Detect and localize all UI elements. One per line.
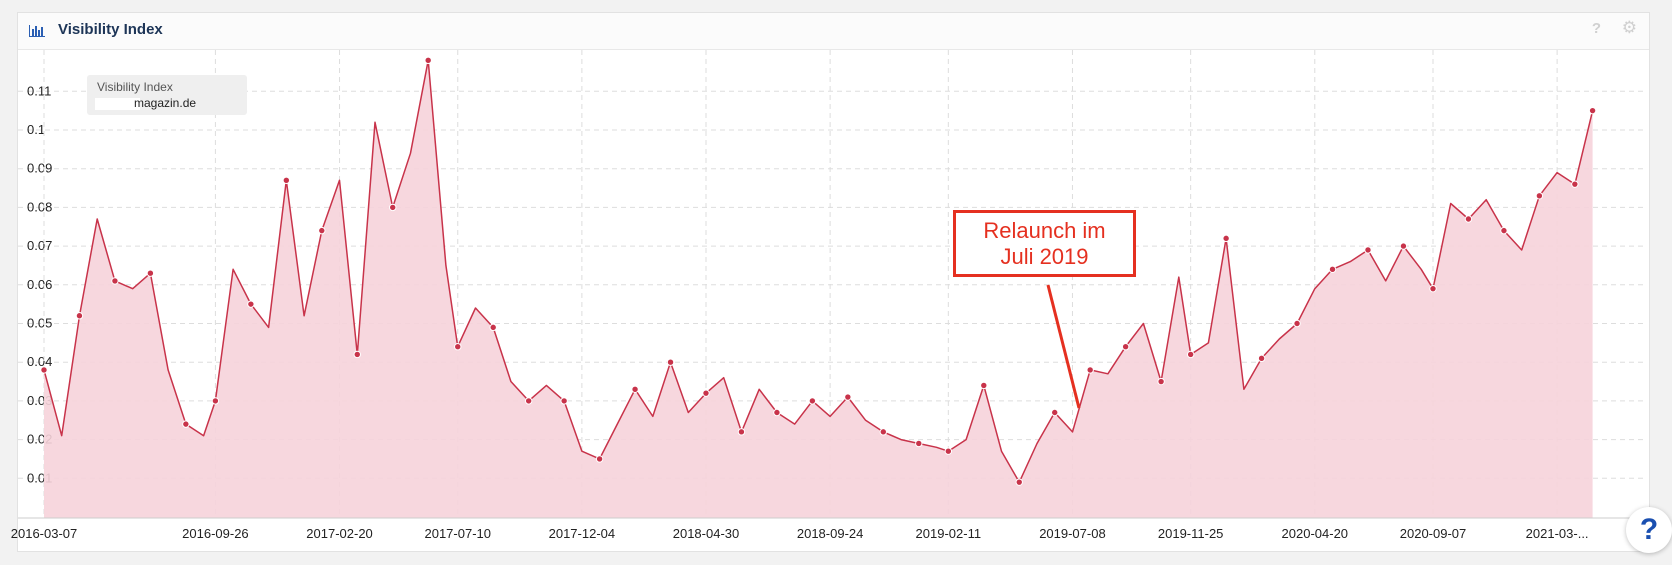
help-icon[interactable]: ? <box>1591 20 1601 37</box>
data-point <box>1051 408 1059 417</box>
x-tick-label: 2020-04-20 <box>1282 526 1349 541</box>
x-tick-label: 2021-03-... <box>1526 526 1589 541</box>
data-point <box>1399 242 1408 250</box>
data-point <box>1500 226 1508 235</box>
chart-legend: Visibility Index magazin.de <box>87 75 247 115</box>
data-point <box>1222 234 1230 243</box>
data-point <box>111 277 119 285</box>
x-tick-label: 2018-04-30 <box>673 526 740 541</box>
data-point <box>1015 478 1023 486</box>
data-point <box>773 408 781 417</box>
y-tick-label: 0.1 <box>27 122 45 137</box>
data-point <box>737 428 746 436</box>
data-point <box>702 389 710 397</box>
y-tick-label: 0.04 <box>27 354 52 369</box>
data-point <box>424 56 432 65</box>
x-tick-label: 2019-11-25 <box>1158 526 1224 541</box>
series-area <box>44 60 1593 518</box>
data-point <box>1293 319 1301 328</box>
annotation-line-2: Juli 2019 <box>1000 244 1089 269</box>
annotation-line-1: Relaunch im <box>983 218 1106 243</box>
data-point <box>524 397 533 405</box>
legend-title: Visibility Index <box>97 80 173 94</box>
data-point <box>1429 284 1437 293</box>
data-point <box>1157 377 1165 386</box>
data-point <box>454 343 462 351</box>
y-tick-label: 0.11 <box>27 83 51 98</box>
data-point <box>560 397 568 405</box>
data-point <box>844 393 852 401</box>
data-point <box>595 455 604 463</box>
card-title: Visibility Index <box>58 21 163 38</box>
card-header: Visibility Index ? ⚙ <box>18 13 1649 50</box>
data-point <box>489 323 497 332</box>
data-point <box>1464 215 1473 223</box>
legend-domain: magazin.de <box>134 96 197 110</box>
data-point <box>631 385 639 393</box>
data-point <box>75 312 84 320</box>
y-tick-label: 0.06 <box>27 277 52 292</box>
data-point <box>1588 106 1597 115</box>
data-point <box>1257 354 1266 363</box>
y-tick-label: 0.05 <box>27 316 52 331</box>
y-tick-label: 0.07 <box>27 238 52 253</box>
x-tick-label: 2018-09-24 <box>797 526 864 541</box>
data-point <box>211 397 220 405</box>
data-point <box>353 350 361 359</box>
y-tick-label: 0.08 <box>27 199 52 214</box>
data-point <box>146 269 155 277</box>
x-tick-label: 2019-02-11 <box>916 526 982 541</box>
data-point <box>1535 192 1544 200</box>
data-point <box>944 447 953 455</box>
data-point <box>1186 350 1195 359</box>
data-point <box>182 420 190 428</box>
data-point <box>1364 246 1372 254</box>
data-point <box>282 176 291 185</box>
data-point <box>1121 343 1130 351</box>
data-point <box>1328 265 1337 274</box>
x-tick-label: 2020-09-07 <box>1400 526 1467 541</box>
data-point <box>808 397 817 405</box>
y-tick-label: 0.09 <box>27 161 52 176</box>
x-tick-label: 2016-03-07 <box>11 526 78 541</box>
data-point <box>1086 366 1094 374</box>
bar-chart-icon <box>29 25 45 37</box>
x-tick-label: 2017-12-04 <box>549 526 616 541</box>
data-point <box>915 439 923 448</box>
gear-icon[interactable]: ⚙ <box>1621 18 1637 37</box>
data-point <box>1571 180 1579 188</box>
annotation-pointer <box>1046 284 1081 409</box>
data-point <box>389 203 397 212</box>
data-point <box>247 300 255 308</box>
data-point <box>318 226 326 235</box>
data-point <box>666 358 675 366</box>
data-point <box>40 366 48 374</box>
x-tick-label: 2019-07-08 <box>1039 526 1106 541</box>
x-tick-label: 2017-07-10 <box>424 526 491 541</box>
help-fab-button[interactable]: ? <box>1626 507 1672 553</box>
data-point <box>879 428 888 436</box>
data-point <box>980 381 988 390</box>
legend-redaction <box>95 98 140 110</box>
relaunch-annotation: Relaunch im Juli 2019 <box>953 210 1136 277</box>
x-tick-label: 2017-02-20 <box>306 526 373 541</box>
x-tick-label: 2016-09-26 <box>182 526 249 541</box>
